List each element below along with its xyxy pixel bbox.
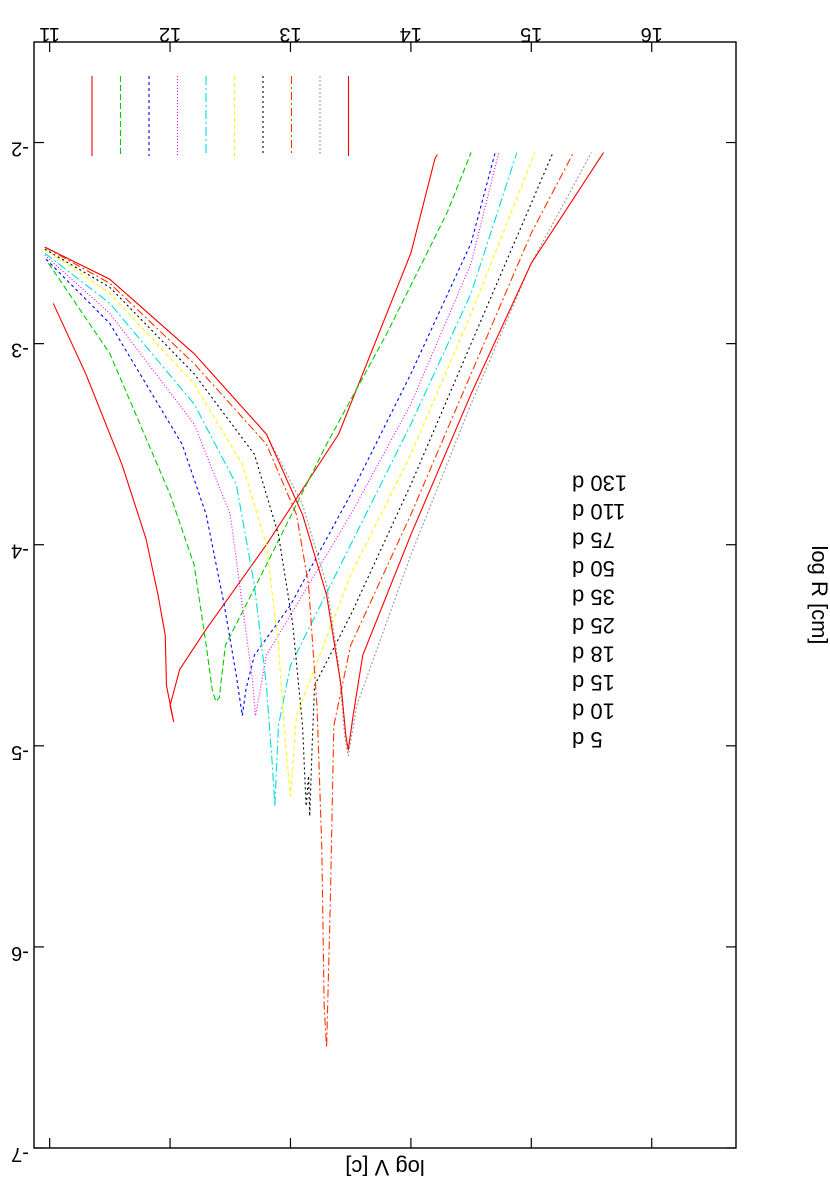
y-tick-label: -5 [11, 741, 29, 763]
y-tick-label: -6 [11, 942, 29, 964]
x-tick-label: 15 [520, 23, 542, 45]
plot-area [44, 152, 605, 1049]
legend-label: 18 d [572, 642, 615, 667]
legend-label: 110 d [572, 499, 625, 524]
y-tick-label: -3 [11, 339, 29, 361]
series-line-15d [45, 152, 496, 717]
legend-label: 15 d [572, 670, 615, 695]
legend-label: 10 d [572, 699, 615, 724]
legend-label: 50 d [572, 556, 615, 581]
x-axis-label: log R [cm] [807, 545, 830, 644]
legend-label: 35 d [572, 585, 615, 610]
legend-label: 25 d [572, 613, 615, 638]
y-tick-label: -2 [11, 138, 29, 160]
series-line-75d [44, 152, 574, 1049]
series-line-25d [44, 152, 518, 807]
x-tick-label: 16 [641, 23, 663, 45]
x-tick-label: 14 [400, 23, 422, 45]
series-line-35d [44, 152, 536, 797]
y-axis-label: log V [c] [345, 1155, 424, 1180]
legend: 5 d 10 d 15 d 18 d 25 d 35 d 50 d 75 d 110 d 130 … [91, 76, 627, 752]
series-line-130d [44, 152, 605, 751]
series-line-50d [44, 152, 554, 817]
plot-frame [33, 41, 737, 1149]
legend-label: 130 d [572, 471, 627, 496]
series-line-10d [47, 152, 472, 703]
legend-label: 5 d [572, 727, 603, 752]
x-tick-label: 13 [279, 23, 301, 45]
y-tick-label: -4 [11, 540, 29, 562]
legend-label: 75 d [572, 528, 615, 553]
x-tick-label: 12 [159, 23, 181, 45]
series-line-110d [44, 152, 592, 757]
series-line-5d [52, 154, 438, 723]
x-tick-label: 11 [39, 23, 60, 45]
rotated-plot: 11 12 13 14 15 16 -2 -3 -4 -5 -6 -7 5 d 10 d 15 d 18 … [11, 23, 830, 1180]
y-tick-label: -7 [11, 1143, 29, 1165]
x-axis: 11 12 13 14 15 16 [39, 23, 663, 1148]
y-axis: -2 -3 -4 -5 -6 -7 [11, 138, 736, 1165]
